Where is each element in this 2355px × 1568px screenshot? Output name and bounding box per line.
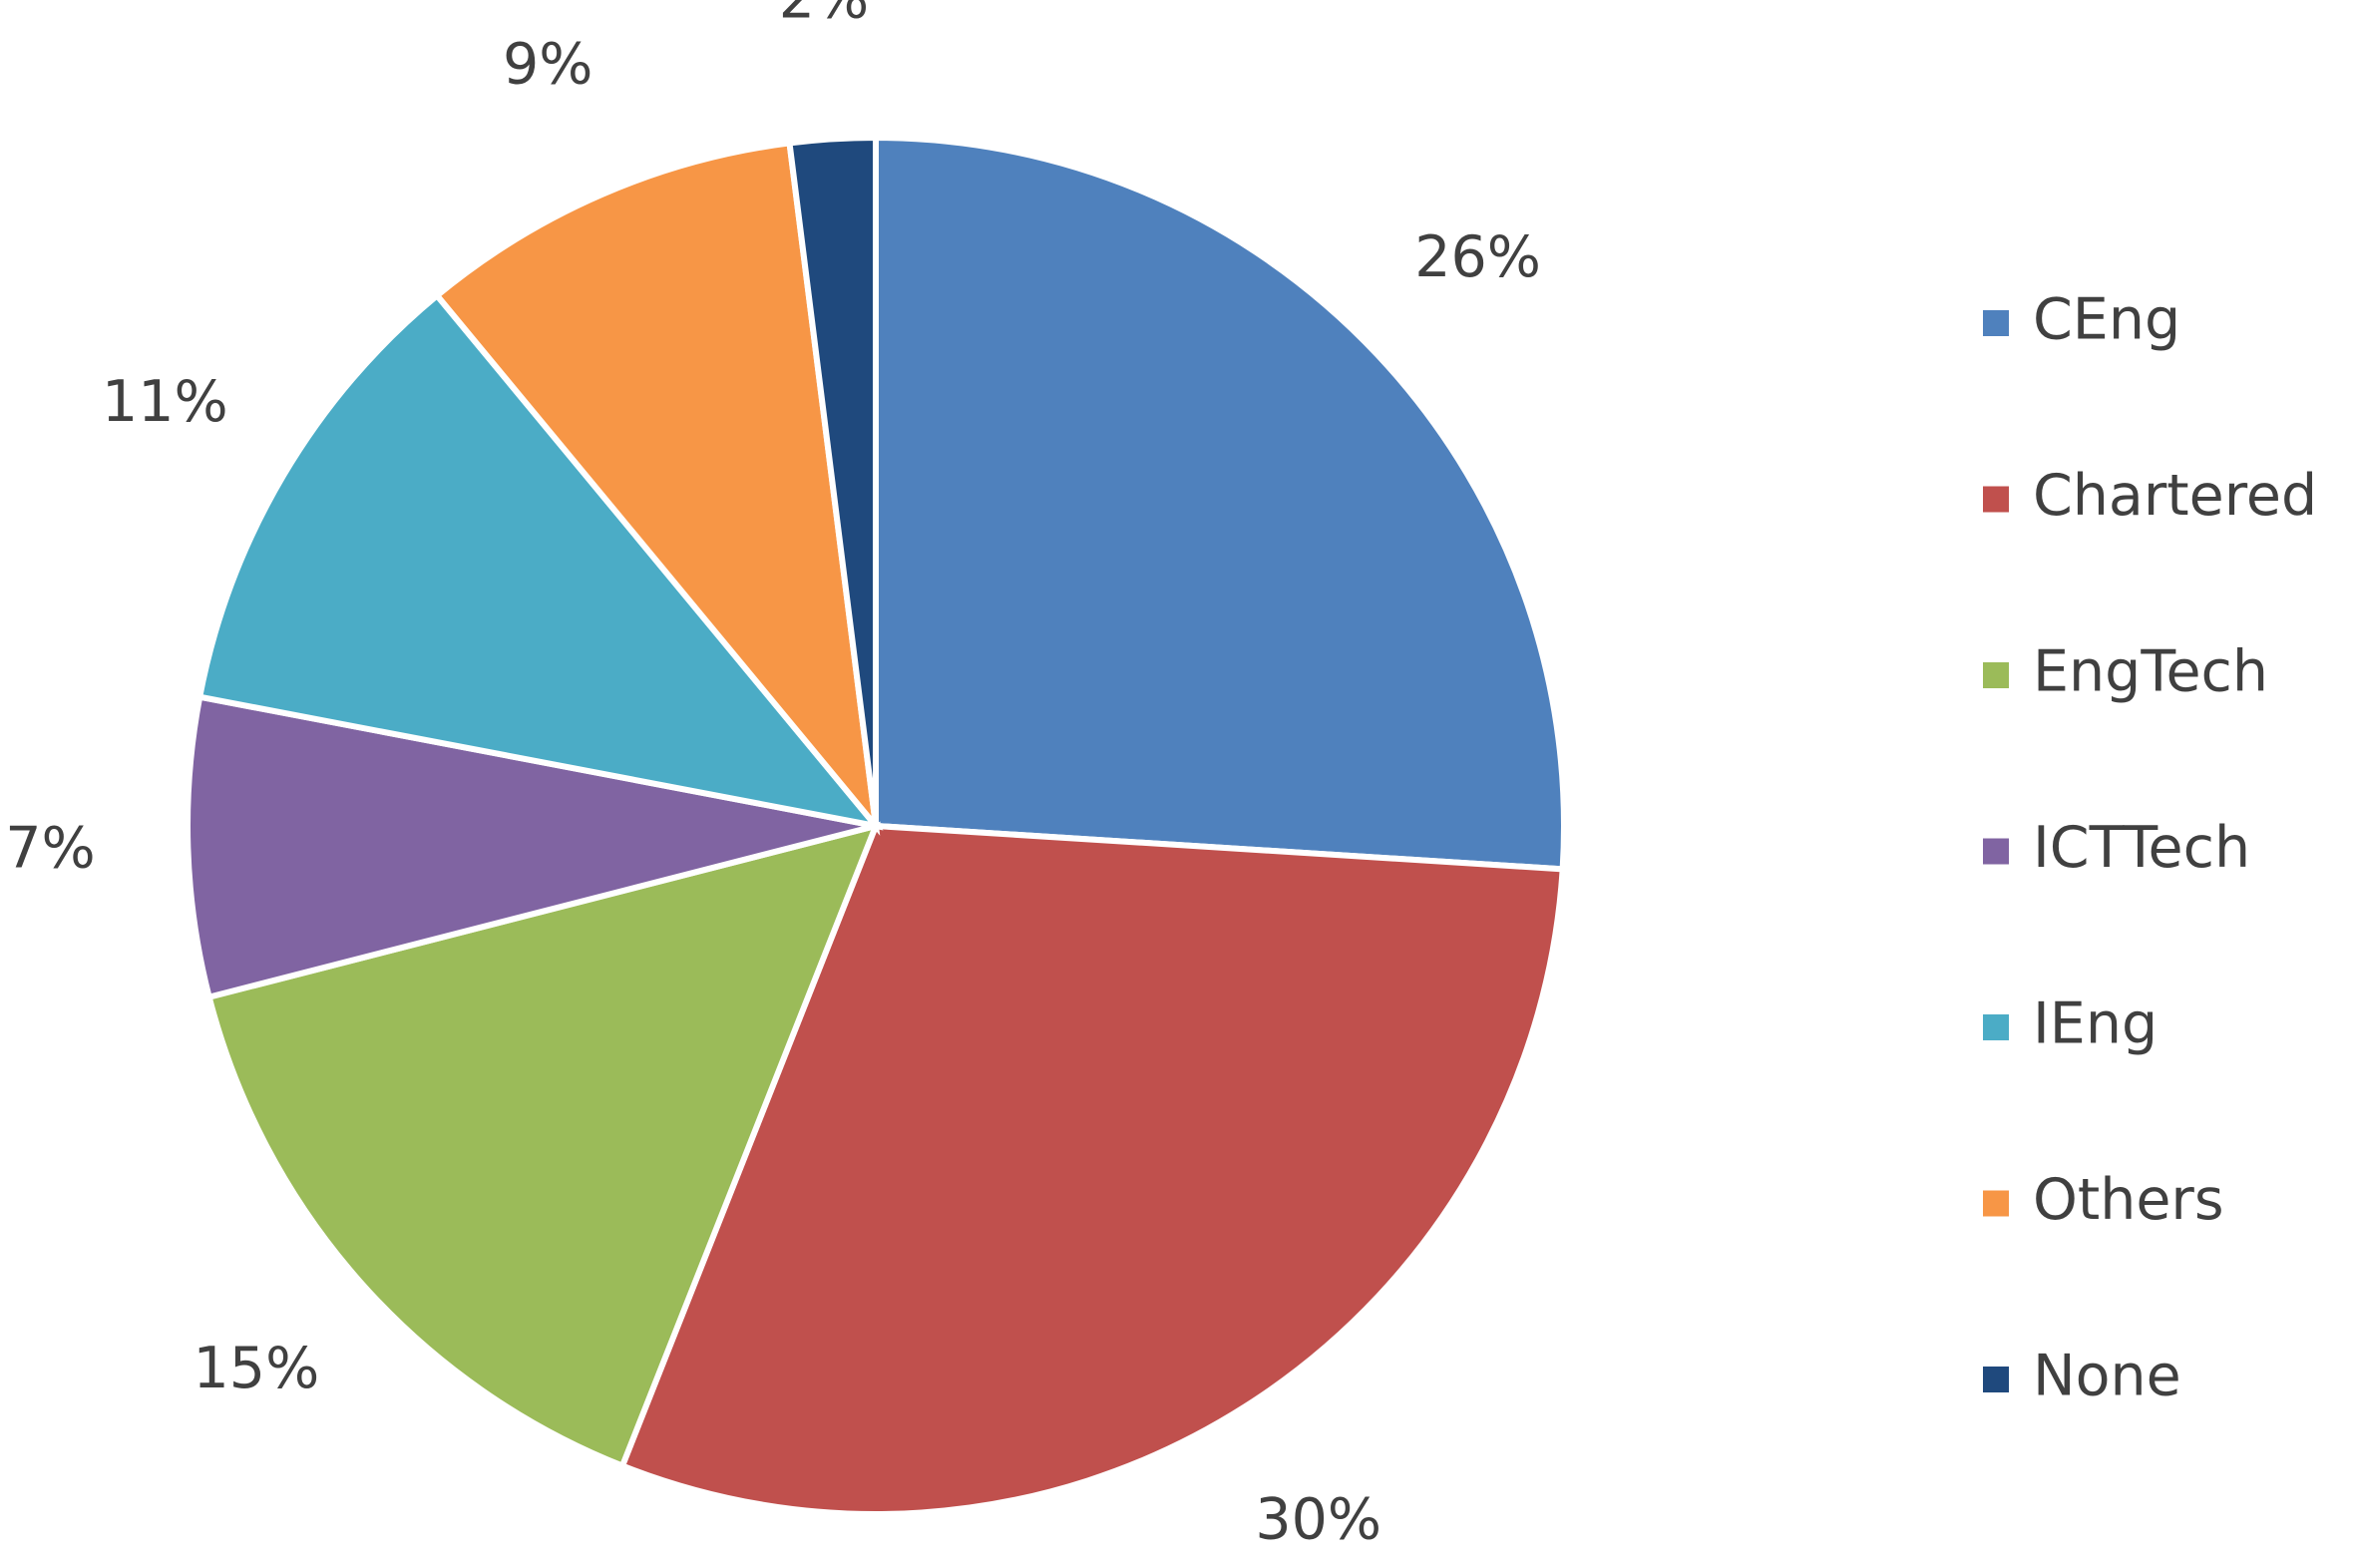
pie-slice	[432, 140, 881, 836]
legend-swatch	[1983, 838, 2009, 865]
legend-swatch	[1983, 1014, 2009, 1040]
legend-label: IEng	[2033, 991, 2158, 1057]
legend-label: EngTech	[2033, 639, 2268, 705]
data-label: 9%	[503, 32, 592, 98]
pie-slice	[786, 134, 879, 827]
data-label: 11%	[102, 369, 228, 435]
legend-swatch	[1983, 1190, 2009, 1217]
data-label: 30%	[1255, 1487, 1381, 1553]
data-label: 15%	[194, 1336, 320, 1401]
legend-swatch	[1983, 1367, 2009, 1392]
legend-label: Chartered	[2033, 463, 2317, 529]
legend-label: ICTTech	[2033, 815, 2250, 881]
pie-slice	[873, 134, 1568, 873]
legend-label: CEng	[2033, 287, 2180, 353]
pie-slice	[185, 693, 877, 1001]
legend-swatch	[1983, 662, 2009, 688]
legend-swatch	[1983, 486, 2009, 513]
pie-slice	[196, 291, 884, 831]
legend-label: None	[2033, 1344, 2181, 1409]
data-label: 7%	[5, 816, 95, 882]
legend-label: Others	[2033, 1167, 2224, 1233]
pie-slice	[618, 822, 1566, 1518]
pie-slice	[205, 821, 881, 1470]
legend-swatch	[1983, 310, 2009, 336]
data-label: 2%	[779, 0, 869, 31]
data-label: 26%	[1414, 224, 1541, 290]
